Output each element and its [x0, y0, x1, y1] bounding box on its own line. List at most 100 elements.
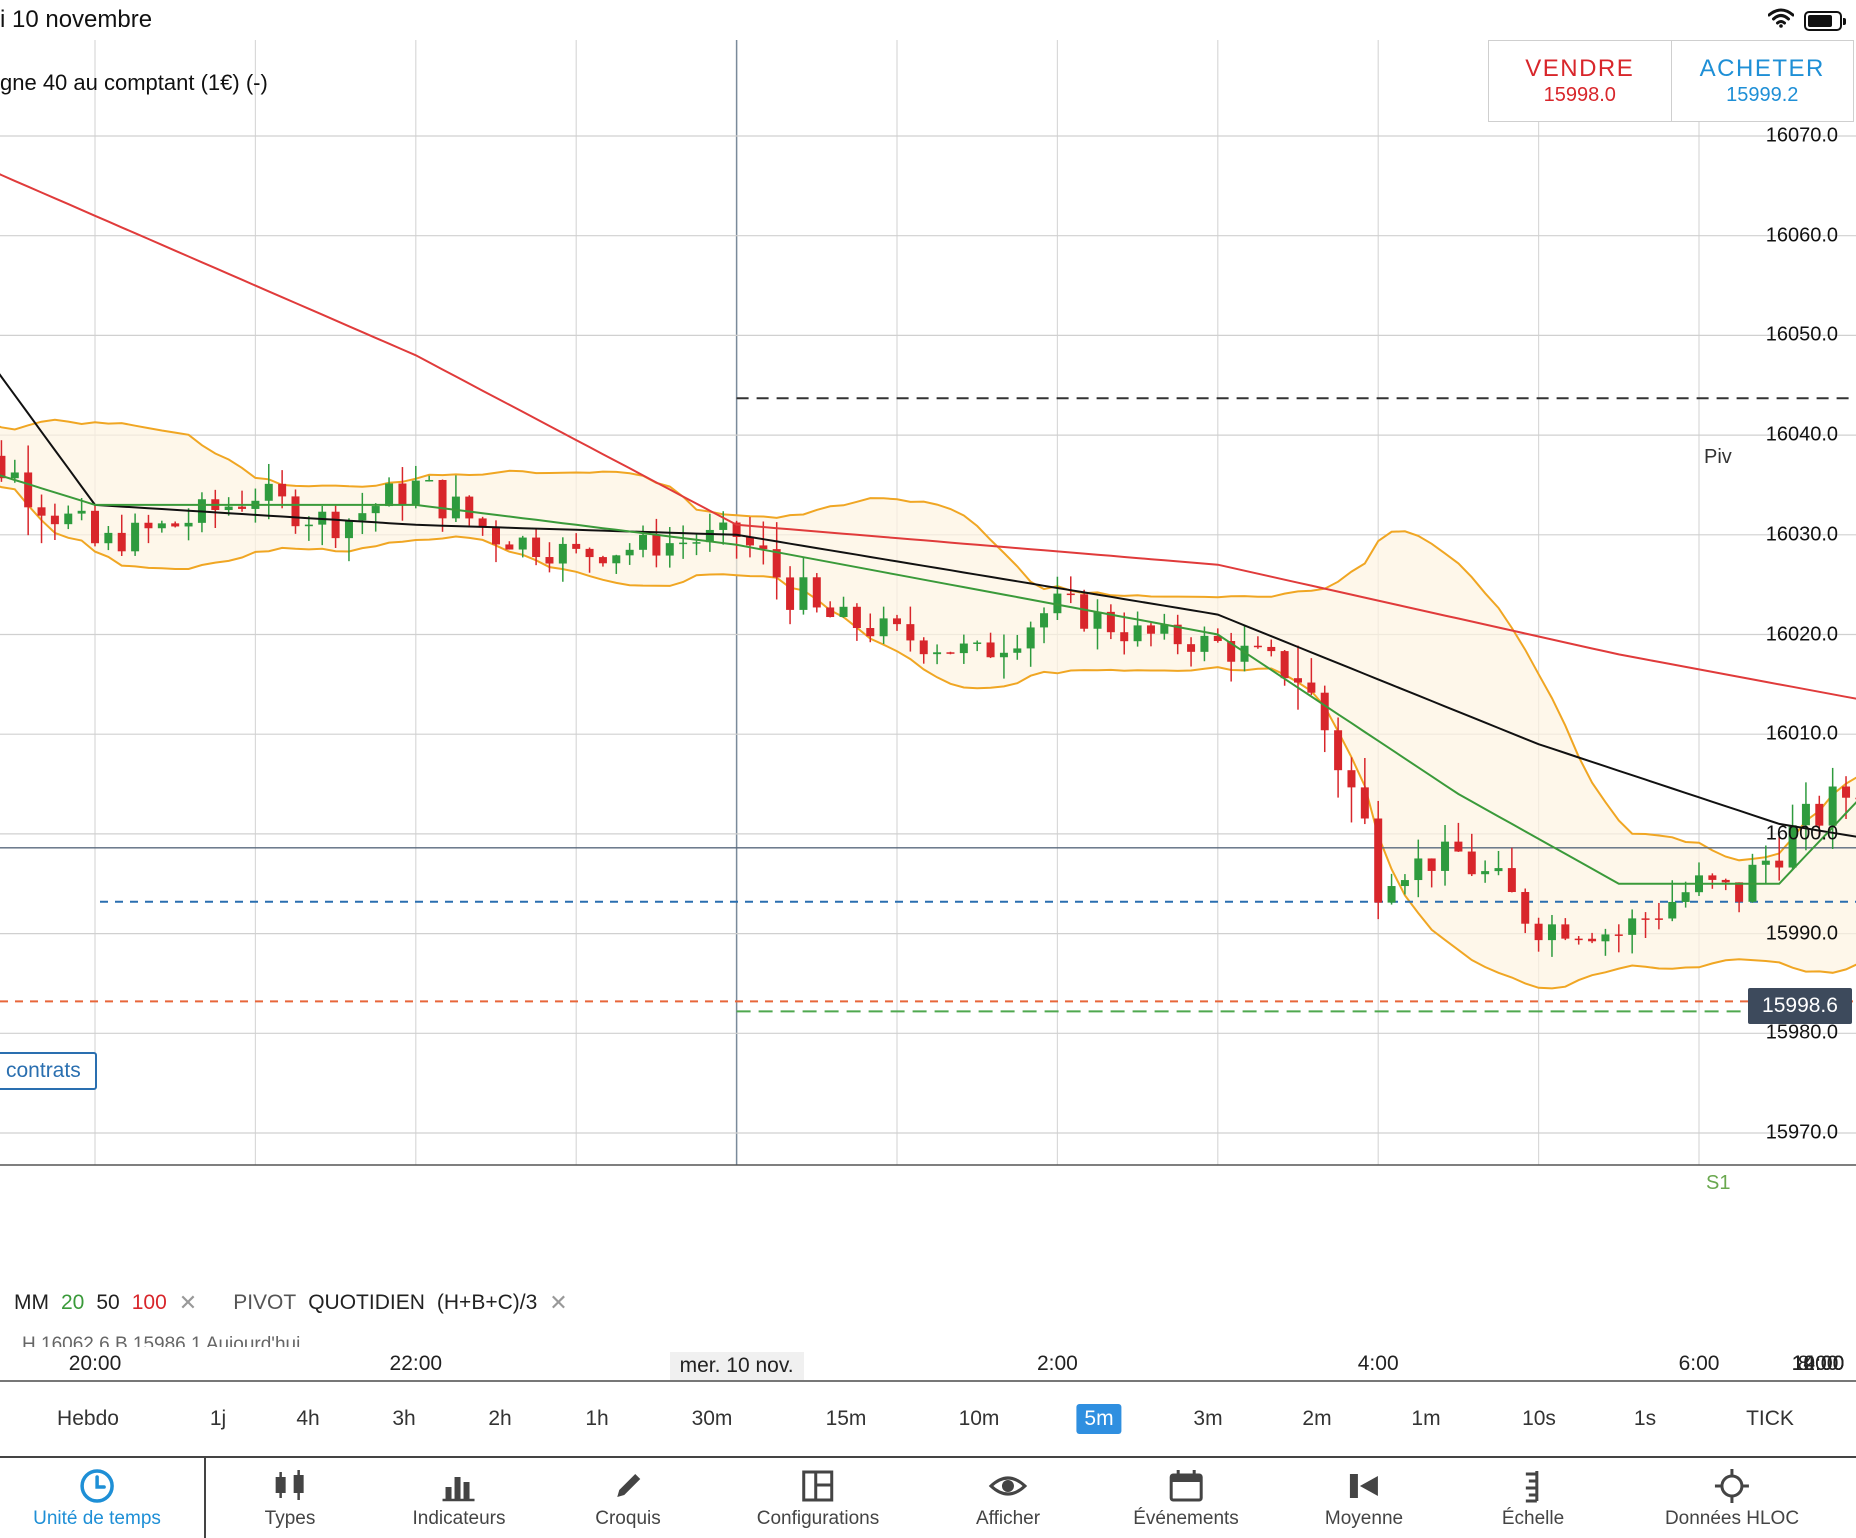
- toolbar-layout-button[interactable]: Configurations: [756, 1466, 880, 1530]
- candle: [331, 505, 340, 549]
- bollinger-upper-line: [0, 418, 1856, 862]
- toolbar-calendar-button[interactable]: Événements: [1133, 1466, 1239, 1530]
- candle-body: [852, 606, 861, 629]
- candle-body: [1227, 641, 1236, 662]
- candle: [1574, 936, 1583, 945]
- timeframe-10m[interactable]: 10m: [958, 1407, 1000, 1430]
- candle: [598, 555, 607, 567]
- toolbar-label: Configurations: [756, 1508, 880, 1529]
- candle-body: [518, 537, 527, 550]
- candle: [1106, 604, 1115, 640]
- candle: [625, 543, 634, 565]
- buy-button[interactable]: ACHETER 15999.2: [1672, 41, 1854, 121]
- time-axis-label: 6:00: [1678, 1352, 1720, 1375]
- candle: [1441, 825, 1450, 886]
- candle-body: [906, 624, 915, 641]
- timeframe-15m[interactable]: 15m: [825, 1407, 867, 1430]
- candle: [64, 505, 73, 530]
- position-tag[interactable]: contrats: [0, 1052, 97, 1090]
- candle-body: [1601, 934, 1610, 942]
- ma50-legend: 50: [96, 1291, 120, 1314]
- candle: [1467, 833, 1476, 877]
- chart-area[interactable]: [0, 40, 1856, 1379]
- candle-body: [77, 510, 86, 514]
- candle: [1494, 850, 1503, 876]
- bollinger-lower-line: [0, 485, 1856, 990]
- candle: [705, 513, 714, 552]
- candle: [1013, 634, 1022, 660]
- timeframe-2m[interactable]: 2m: [1302, 1407, 1332, 1430]
- price-axis-label: 15990.0: [1765, 922, 1838, 945]
- toolbar-average-button[interactable]: Moyenne: [1325, 1466, 1403, 1530]
- timeframe-3h[interactable]: 3h: [392, 1407, 416, 1430]
- candle-body: [1588, 938, 1597, 942]
- candle: [1360, 757, 1369, 825]
- candle-body: [1828, 786, 1837, 826]
- candle-body: [1628, 918, 1637, 935]
- price-axis-label: 16050.0: [1765, 323, 1838, 346]
- candle: [37, 494, 46, 544]
- candle: [50, 503, 59, 540]
- timeframe-1h[interactable]: 1h: [585, 1407, 609, 1430]
- candle: [117, 514, 126, 556]
- timeframe-5m[interactable]: 5m: [1076, 1404, 1122, 1434]
- candle-body: [1053, 593, 1062, 614]
- candle: [1815, 795, 1824, 837]
- timeframe-30m[interactable]: 30m: [691, 1407, 733, 1430]
- candle-body: [879, 618, 888, 637]
- candle: [1735, 882, 1744, 913]
- timeframe-10s[interactable]: 10s: [1522, 1407, 1556, 1430]
- toolbar-candles-button[interactable]: Types: [265, 1466, 315, 1530]
- remove-pivot-button[interactable]: ✕: [549, 1290, 568, 1315]
- timeframe-4h[interactable]: 4h: [296, 1407, 320, 1430]
- candle-body: [358, 513, 367, 521]
- candle: [157, 520, 166, 533]
- price-chart[interactable]: [0, 40, 1856, 1379]
- candle-body: [1173, 624, 1182, 645]
- price-axis-label: 16030.0: [1765, 523, 1838, 546]
- candle: [278, 470, 287, 509]
- candle: [1668, 880, 1677, 922]
- candle: [652, 518, 661, 568]
- candle: [1026, 621, 1035, 667]
- timeframe-1j[interactable]: 1j: [209, 1407, 227, 1430]
- candle: [1387, 873, 1396, 905]
- candle-body: [1267, 646, 1276, 652]
- toolbar-clock-button[interactable]: Unité de temps: [33, 1466, 161, 1530]
- calendar-icon: [1166, 1466, 1206, 1506]
- scale-icon: [1513, 1466, 1553, 1506]
- timeframe-2h[interactable]: 2h: [488, 1407, 512, 1430]
- toolbar-crosshair-button[interactable]: Données HLOC: [1665, 1466, 1799, 1530]
- candle-body: [91, 510, 99, 544]
- candle: [986, 632, 995, 659]
- candle: [1400, 874, 1409, 895]
- candle-body: [144, 522, 153, 529]
- candle: [371, 503, 380, 532]
- candle-body: [1213, 635, 1222, 642]
- time-axis-label: 8:00: [1797, 1352, 1839, 1375]
- price-axis-label: 16010.0: [1765, 722, 1838, 745]
- timeframe-hebdo[interactable]: Hebdo: [57, 1407, 119, 1430]
- timeframe-3m[interactable]: 3m: [1193, 1407, 1223, 1430]
- candle-body: [10, 472, 19, 479]
- candle: [425, 475, 434, 482]
- candle-body: [1400, 880, 1409, 887]
- candle: [1601, 928, 1610, 956]
- timeframe-1m[interactable]: 1m: [1411, 1407, 1441, 1430]
- candle-body: [919, 640, 928, 655]
- toolbar-label: Données HLOC: [1664, 1508, 1800, 1529]
- toolbar-scale-button[interactable]: Échelle: [1502, 1466, 1564, 1530]
- timeframe-1s[interactable]: 1s: [1633, 1407, 1657, 1430]
- toolbar-eye-button[interactable]: Afficher: [976, 1466, 1040, 1530]
- timeframe-tick[interactable]: TICK: [1746, 1407, 1794, 1430]
- toolbar-pencil-button[interactable]: Croquis: [595, 1466, 661, 1530]
- remove-ma-button[interactable]: ✕: [178, 1290, 198, 1315]
- candle-body: [478, 518, 487, 527]
- sell-button[interactable]: VENDRE 15998.0: [1489, 41, 1672, 121]
- toolbar-bar-chart-button[interactable]: Indicateurs: [413, 1466, 505, 1530]
- candle: [304, 516, 313, 541]
- candle: [1521, 888, 1530, 934]
- ma20-legend: 20: [61, 1291, 85, 1314]
- ma50-line: [0, 373, 1856, 838]
- candle: [1507, 847, 1516, 893]
